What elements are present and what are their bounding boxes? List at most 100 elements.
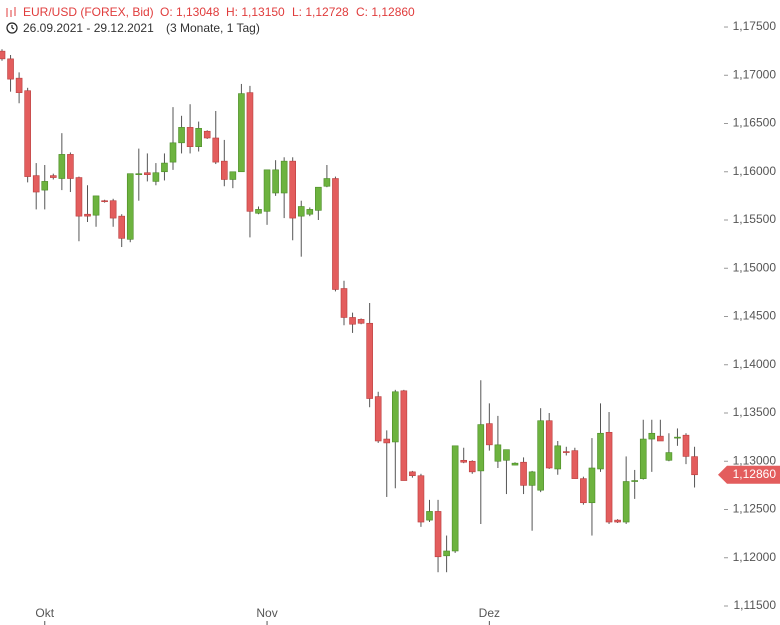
candle-body [229, 171, 237, 180]
date-span: (3 Monate, 1 Tag) [166, 21, 260, 35]
candle-body [597, 432, 604, 470]
candle-body [665, 452, 673, 461]
candle-body [580, 478, 587, 504]
candle-body [366, 322, 373, 399]
candle-body [212, 137, 220, 163]
candle-body [58, 154, 66, 179]
candle-body [486, 423, 493, 446]
candle-body [528, 471, 536, 486]
candle-body [511, 462, 519, 466]
candle-body [460, 459, 468, 463]
high-summary: H: 1,13150 [226, 5, 285, 19]
candle-body [648, 432, 656, 440]
candle-body [280, 160, 288, 194]
candle-body [186, 127, 194, 147]
candle-body [144, 172, 151, 175]
candle-body [41, 181, 49, 191]
y-tick-label: 1,17500 [733, 19, 777, 33]
candle-body [494, 444, 502, 462]
candle-body [272, 169, 279, 194]
candle-body [297, 206, 305, 217]
candle-body [101, 200, 108, 203]
candle-body [15, 77, 23, 93]
candle-body [169, 142, 177, 163]
candle-body [332, 178, 339, 290]
candle-body [84, 213, 91, 217]
y-tick-label: 1,16000 [733, 164, 777, 178]
candle-body [434, 511, 442, 558]
y-tick-label: 1,13000 [733, 453, 777, 467]
candle-body [7, 58, 14, 80]
y-tick-label: 1,12500 [733, 502, 777, 516]
candle-body [562, 451, 570, 453]
candle-body [520, 461, 527, 486]
x-tick-label: Dez [479, 606, 500, 620]
candle-body [92, 195, 100, 216]
candle-body [409, 471, 416, 477]
candle-body [178, 127, 185, 144]
candle-body [571, 450, 579, 479]
candle-body [238, 93, 245, 173]
close-summary: C: 1,12860 [356, 5, 415, 19]
candle-body [614, 519, 621, 523]
y-tick-label: 1,11500 [734, 598, 777, 612]
symbol: EUR/USD (FOREX, Bid) [23, 5, 154, 19]
candle-body [400, 390, 408, 481]
candle-body [477, 424, 485, 472]
candle-body [468, 460, 476, 473]
candle-body [451, 445, 459, 552]
candle-body [639, 438, 647, 479]
candle-body [426, 511, 433, 521]
candle-body [383, 438, 391, 444]
candle-body [75, 177, 83, 217]
candle-body [195, 128, 202, 147]
candle-body [263, 169, 271, 212]
candle-body [682, 434, 690, 457]
candle-body [246, 92, 254, 212]
candle-body [374, 396, 382, 442]
candle-body [24, 90, 31, 177]
y-tick-label: 1,16500 [733, 116, 777, 130]
candle-body [49, 175, 57, 178]
last-price-label: 1,12860 [733, 467, 777, 481]
candle-body [657, 435, 664, 442]
candle-body [537, 420, 544, 491]
candle-body [109, 200, 117, 219]
candle-body [306, 209, 314, 215]
y-tick-label: 1,15500 [733, 212, 777, 226]
y-tick-label: 1,14500 [733, 309, 777, 323]
candle-body [545, 420, 553, 469]
y-tick-label: 1,14000 [733, 357, 777, 371]
y-tick-label: 1,15000 [733, 260, 777, 274]
candle-body [357, 319, 365, 324]
candle-body [588, 467, 596, 504]
header-icon [6, 7, 16, 17]
candle-body [221, 160, 228, 180]
candle-body [126, 173, 134, 240]
candle-body [255, 209, 262, 214]
candle-body [349, 317, 356, 325]
candle-body [674, 436, 681, 439]
candle-body [67, 154, 74, 179]
candle-body [152, 172, 160, 182]
candle-body [0, 50, 6, 60]
y-tick-label: 1,17000 [733, 67, 777, 81]
candle-body [391, 391, 399, 443]
candle-body [315, 186, 322, 211]
y-tick-label: 1,13500 [733, 405, 777, 419]
candle-body [161, 162, 168, 173]
candle-body [622, 481, 630, 523]
date-range: 26.09.2021 - 29.12.2021 [23, 21, 154, 35]
candle-body [118, 215, 125, 239]
candle-body [32, 175, 40, 193]
candle-body [323, 178, 331, 187]
x-tick-label: Nov [256, 606, 277, 620]
candle-body [605, 431, 613, 523]
y-tick-label: 1,12000 [733, 550, 777, 564]
candle-body [503, 449, 510, 461]
candle-body [417, 475, 425, 523]
candle-body [443, 550, 450, 557]
candle-body [289, 160, 297, 219]
candle-body [340, 288, 348, 318]
